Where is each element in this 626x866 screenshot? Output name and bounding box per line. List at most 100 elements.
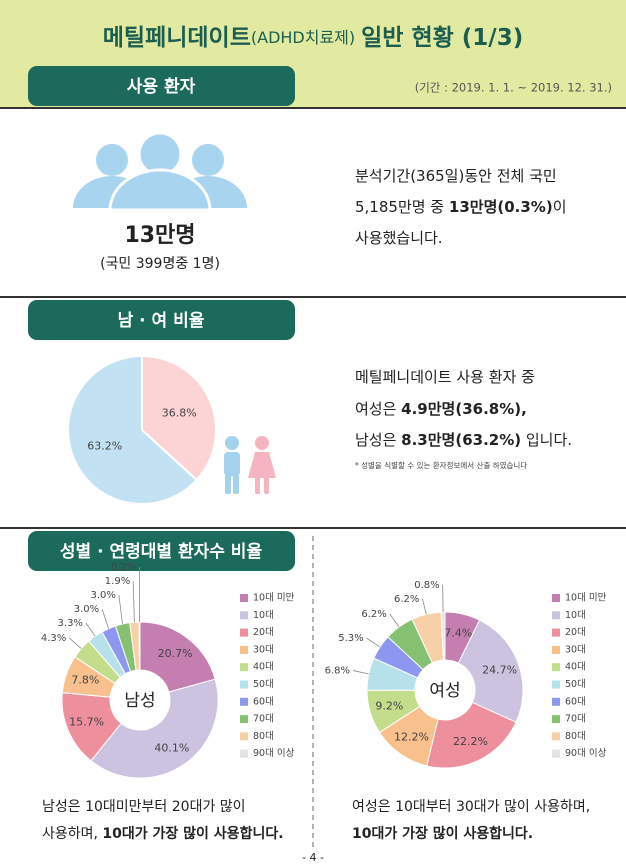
- value-label: 0.8%: [414, 580, 439, 591]
- donut-hole: [110, 670, 170, 730]
- legend-swatch: [552, 594, 560, 602]
- value-label: 15.7%: [69, 716, 104, 729]
- text: 4.9만명(36.8%),: [401, 400, 527, 418]
- title-part: (ADHD치료제): [251, 28, 355, 47]
- legend-swatch: [240, 680, 248, 689]
- text: 사용했습니다.: [355, 229, 443, 247]
- female-description: 여성은 10대부터 30대가 많이 사용하며, 10대가 가장 많이 사용합니다…: [352, 799, 590, 842]
- line: 여성은 4.9만명(36.8%),: [355, 400, 527, 418]
- male-donut: 20.7% 40.1% 15.7% 7.8% 4.3% 3.3% 3.0% 3.0% 1.9% 0…: [41, 562, 295, 779]
- title-part: 메틸페니데이트: [103, 25, 251, 51]
- value-label: 40.1%: [154, 741, 189, 754]
- footnote: * 성별을 식별할 수 있는 환자정보에서 산출 하였습니다: [355, 460, 527, 470]
- line: 사용했습니다.: [355, 229, 443, 247]
- value-label: 36.8%: [162, 407, 197, 420]
- text: 8.3만명(63.2%): [401, 431, 521, 449]
- text: 여성은: [355, 400, 401, 418]
- male-description: 남성은 10대미만부터 20대가 많이 사용하며, 10대가 가장 많이 사용합…: [42, 799, 284, 842]
- text: 사용하며,: [42, 826, 102, 842]
- value-label: 1.9%: [105, 576, 130, 587]
- legend-label: 40대: [565, 662, 586, 673]
- text: 5,185만명 중: [355, 198, 449, 216]
- legend-swatch: [552, 663, 560, 672]
- legend-label: 60대: [253, 696, 274, 707]
- text: 분석기간(365일)동안 전체 국민: [355, 167, 557, 185]
- legend-label: 70대: [253, 714, 274, 725]
- legend-label: 80대: [253, 731, 274, 742]
- legend-label: 40대: [253, 662, 274, 673]
- legend-swatch: [552, 715, 560, 724]
- leader-line: [101, 608, 109, 629]
- value-label: 7.8%: [71, 674, 99, 687]
- legend-label: 30대: [565, 644, 586, 655]
- people-icon: [73, 131, 247, 212]
- value-label: 6.8%: [325, 666, 350, 677]
- legend-swatch: [240, 628, 248, 637]
- center-label: 여성: [429, 681, 460, 701]
- legend-swatch: [240, 732, 248, 741]
- legend-label: 70대: [565, 714, 586, 725]
- legend-label: 90대 이상: [253, 748, 295, 759]
- line: 남성은 8.3만명(63.2%) 입니다.: [355, 431, 572, 449]
- legend-swatch: [240, 715, 248, 724]
- tab: [28, 531, 295, 571]
- value-label: 4.3%: [41, 633, 66, 644]
- period: (기간 : 2019. 1. 1. ~ 2019. 12. 31.): [415, 81, 612, 95]
- legend-swatch: [552, 680, 560, 689]
- donut-hole: [415, 660, 475, 720]
- line: 5,185만명 중 13만명(0.3%)이: [355, 198, 567, 216]
- value-label: 6.2%: [394, 594, 419, 605]
- legend-label: 50대: [253, 679, 274, 690]
- leader-line: [366, 637, 381, 648]
- value-label: 6.2%: [361, 609, 386, 620]
- legend-swatch: [240, 611, 248, 620]
- legend-label: 20대: [565, 627, 586, 638]
- legend-label: 20대: [253, 627, 274, 638]
- legend-swatch: [240, 663, 248, 672]
- legend-label: 80대: [565, 731, 586, 742]
- legend-swatch: [240, 645, 248, 654]
- tab: [28, 66, 295, 106]
- patient-ratio: (국민 399명중 1명): [100, 256, 220, 272]
- legend-swatch: [240, 594, 248, 602]
- line: 메틸페니데이트 사용 환자 중: [355, 368, 535, 386]
- tab: [28, 300, 295, 340]
- slice: [141, 354, 217, 482]
- text: 이: [553, 198, 567, 216]
- leader-line: [69, 637, 82, 649]
- slice: [67, 354, 198, 505]
- value-label: 0.2%: [111, 562, 136, 573]
- legend-label: 50대: [565, 679, 586, 690]
- line: 사용하며, 10대가 가장 많이 사용합니다.: [42, 825, 284, 842]
- value-label: 24.7%: [482, 664, 517, 677]
- legend-label: 10대: [253, 610, 274, 621]
- text: 여성은 10대부터 30대가 많이 사용하며,: [352, 799, 590, 815]
- line: 10대가 가장 많이 사용합니다.: [352, 825, 533, 842]
- text: 입니다.: [521, 431, 572, 449]
- leader-line: [118, 595, 123, 625]
- leader-line: [422, 598, 427, 615]
- leader-line: [132, 581, 135, 623]
- legend-swatch: [552, 732, 560, 741]
- legend-swatch: [552, 645, 560, 654]
- text: 10대가 가장 많이 사용합니다.: [352, 825, 533, 842]
- title: 메틸페니데이트(ADHD치료제) 일반 현황 (1/3): [103, 25, 523, 51]
- value-label: 3.0%: [91, 590, 116, 601]
- value-label: 12.2%: [394, 730, 429, 743]
- line: 여성은 10대부터 30대가 많이 사용하며,: [352, 799, 590, 815]
- text: 남성은 10대미만부터 20대가 많이: [42, 799, 246, 815]
- value-label: 3.0%: [74, 604, 99, 615]
- text: 13만명(0.3%): [449, 198, 553, 216]
- tab-label: 사용 환자: [127, 77, 196, 97]
- legend-swatch: [552, 749, 560, 758]
- legend-swatch: [240, 749, 248, 758]
- leader-line: [352, 670, 369, 675]
- patient-count: 13만명: [124, 223, 195, 248]
- text: 메틸페니데이트 사용 환자 중: [355, 368, 535, 386]
- line: 분석기간(365일)동안 전체 국민: [355, 167, 557, 185]
- value-label: 7.4%: [444, 627, 472, 640]
- leader-line: [389, 613, 400, 628]
- gender-pie: 36.8% 63.2%: [67, 354, 217, 505]
